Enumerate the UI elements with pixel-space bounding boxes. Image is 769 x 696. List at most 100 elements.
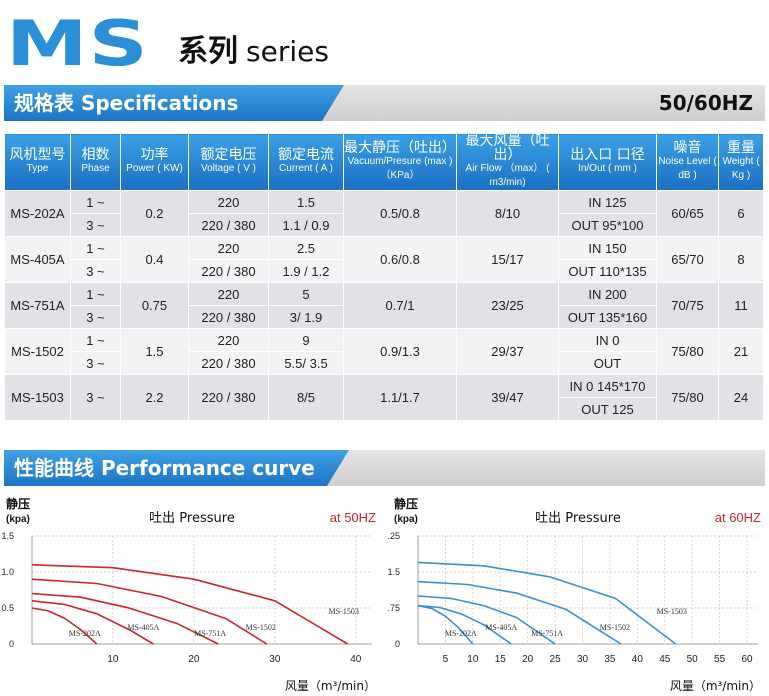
cell-current: 3/ 1.9 bbox=[268, 305, 344, 329]
cell-phase: 3 ~ bbox=[70, 259, 121, 283]
column-header-airflow: 最大风量（吐出） Air Flow （max） ( m3/min) bbox=[456, 133, 559, 191]
column-header-cn: 重量 bbox=[727, 140, 755, 156]
series-line-ms-405a bbox=[31, 600, 154, 645]
x-tick-label: 40 bbox=[632, 654, 644, 665]
cell-inout: OUT 135*160 bbox=[558, 305, 657, 329]
x-tick-label: 25 bbox=[550, 654, 562, 665]
cell-type: MS-751A bbox=[4, 282, 71, 329]
cell-inout: IN 0 145*170 bbox=[558, 374, 657, 398]
frequency-label: 50/60HZ bbox=[658, 91, 753, 115]
cell-power: 0.75 bbox=[120, 282, 189, 329]
chart-title: 吐出 Pressure bbox=[149, 511, 235, 526]
column-header-weight: 重量 Weight ( Kg ) bbox=[718, 133, 764, 191]
cell-inout: OUT 95*100 bbox=[558, 213, 657, 237]
cell-phase: 3 ~ bbox=[70, 374, 121, 421]
column-header-cn: 最大静压（吐出） bbox=[344, 140, 456, 156]
x-axis-label: 风量（m³/min） bbox=[285, 679, 376, 693]
cell-airflow: 39/47 bbox=[456, 374, 559, 421]
y-tick-label: 0 bbox=[395, 639, 400, 649]
series-title-en: series bbox=[246, 35, 329, 68]
cell-inout: IN 0 bbox=[558, 328, 657, 352]
specifications-banner: 规格表 Specifications 50/60HZ bbox=[4, 85, 765, 121]
x-tick-label: 55 bbox=[714, 654, 726, 665]
cell-weight: 11 bbox=[718, 282, 764, 329]
column-header-cn: 额定电压 bbox=[200, 147, 257, 163]
column-header-en: Air Flow （max） ( m3/min) bbox=[465, 163, 550, 188]
x-tick-label: 10 bbox=[107, 654, 119, 665]
cell-weight: 24 bbox=[718, 374, 764, 421]
series-line-ms-202a bbox=[31, 607, 98, 645]
cell-voltage: 220 / 380 bbox=[188, 213, 269, 237]
cell-noise: 70/75 bbox=[656, 282, 719, 329]
cell-power: 0.2 bbox=[120, 190, 189, 237]
cell-type: MS-1502 bbox=[4, 328, 71, 375]
table-row: 3 ~ 220 / 380 1.9 / 1.2 OUT 110*135 bbox=[5, 259, 764, 283]
column-header-pressure: 最大静压（吐出） Vacuum/Presure (max )（KPa） bbox=[343, 133, 457, 191]
table-row: MS-1503 3 ~2.2 220 / 380 8/5 1.1/1.7 39/47 IN … bbox=[4, 374, 764, 421]
column-header-en: In/Out ( mm ) bbox=[578, 163, 637, 174]
series-label: MS-1503 bbox=[329, 607, 359, 616]
cell-phase: 1 ~ bbox=[70, 190, 121, 214]
column-header-en: Power ( KW) bbox=[126, 163, 183, 174]
cell-current: 5.5/ 3.5 bbox=[268, 351, 344, 375]
cell-type: MS-202A bbox=[4, 190, 71, 237]
cell-pressure: 0.7/1 bbox=[343, 282, 457, 329]
cell-airflow: 23/25 bbox=[456, 282, 559, 329]
column-header-type: 风机型号 Type bbox=[4, 133, 71, 191]
series-line-ms-751a bbox=[417, 595, 556, 645]
cell-voltage: 220 bbox=[188, 190, 269, 214]
cell-voltage: 220 / 380 bbox=[188, 305, 269, 329]
table-row: MS-405A 1 ~0.4 220 2.5 0.6/0.8 15/17 IN 150 65/… bbox=[4, 236, 764, 283]
y-tick-label: 0 bbox=[9, 639, 14, 649]
cell-voltage: 220 bbox=[188, 236, 269, 260]
performance-chart-60hz: 静压 (kpa) 吐出 Pressure at 60HZ 0 0.75 1.5 2.25 5 10… bbox=[388, 496, 761, 693]
frequency-label: at 60HZ bbox=[715, 510, 761, 525]
series-line-ms-1502 bbox=[417, 580, 622, 645]
cell-noise: 75/80 bbox=[656, 328, 719, 375]
series-label: MS-1503 bbox=[657, 607, 687, 616]
series-label: MS-405A bbox=[127, 623, 159, 632]
column-header-cn: 最大风量（吐出） bbox=[465, 133, 550, 163]
y-tick-label: 1.0 bbox=[1, 567, 14, 577]
series-title-cn: 系列 bbox=[178, 34, 238, 69]
column-header-phase: 相数 Phase bbox=[70, 133, 121, 191]
cell-current: 2.5 bbox=[268, 236, 344, 260]
table-header-row: 风机型号 Type 相数 Phase 功率 Power ( KW) 额定电压 Voltage … bbox=[4, 133, 764, 191]
y-axis-label: 静压 bbox=[6, 496, 30, 511]
y-axis-label: 静压 bbox=[394, 496, 418, 511]
column-header-inout: 出入口 口径 In/Out ( mm ) bbox=[558, 133, 657, 191]
series-line-ms-1502 bbox=[31, 578, 268, 645]
cell-inout: OUT 110*135 bbox=[558, 259, 657, 283]
cell-voltage: 220 / 380 bbox=[188, 374, 269, 421]
cell-airflow: 8/10 bbox=[456, 190, 559, 237]
performance-chart-50hz: 静压 (kpa) 吐出 Pressure at 50HZ 0 0.5 1.0 1.5 10 20 3… bbox=[1, 496, 376, 693]
cell-pressure: 1.1/1.7 bbox=[343, 374, 457, 421]
cell-airflow: 29/37 bbox=[456, 328, 559, 375]
x-tick-label: 45 bbox=[659, 654, 671, 665]
column-header-en: Noise Level ( dB ) bbox=[658, 156, 717, 181]
y-tick-label: 0.5 bbox=[1, 603, 14, 613]
series-label: MS-405A bbox=[485, 623, 517, 632]
column-header-cn: 相数 bbox=[81, 147, 110, 163]
column-header-cn: 出入口 口径 bbox=[570, 147, 645, 163]
specifications-table: 风机型号 Type 相数 Phase 功率 Power ( KW) 额定电压 Voltage … bbox=[4, 133, 764, 421]
cell-voltage: 220 bbox=[188, 328, 269, 352]
column-header-en: Voltage ( V ) bbox=[200, 163, 257, 174]
cell-voltage: 220 bbox=[188, 282, 269, 306]
cell-current: 1.1 / 0.9 bbox=[268, 213, 344, 237]
column-header-en: Type bbox=[26, 163, 49, 174]
cell-current: 1.5 bbox=[268, 190, 344, 214]
table-row: MS-751A 1 ~0.75 220 5 0.7/1 23/25 IN 200 70/75 1… bbox=[4, 282, 764, 329]
cell-weight: 21 bbox=[718, 328, 764, 375]
column-header-cn: 噪音 bbox=[673, 140, 702, 156]
cell-phase: 1 ~ bbox=[70, 236, 121, 260]
series-line-ms-1503 bbox=[31, 564, 349, 645]
y-tick-label: 1.5 bbox=[388, 567, 400, 577]
performance-banner: 性能曲线 Performance curve bbox=[4, 450, 765, 486]
cell-inout: IN 125 bbox=[558, 190, 657, 214]
series-label: MS-751A bbox=[194, 629, 226, 638]
series-line-ms-751a bbox=[31, 592, 219, 645]
performance-heading: 性能曲线 Performance curve bbox=[14, 456, 315, 480]
series-title: MS 系列 series bbox=[6, 10, 329, 75]
cell-weight: 8 bbox=[718, 236, 764, 283]
